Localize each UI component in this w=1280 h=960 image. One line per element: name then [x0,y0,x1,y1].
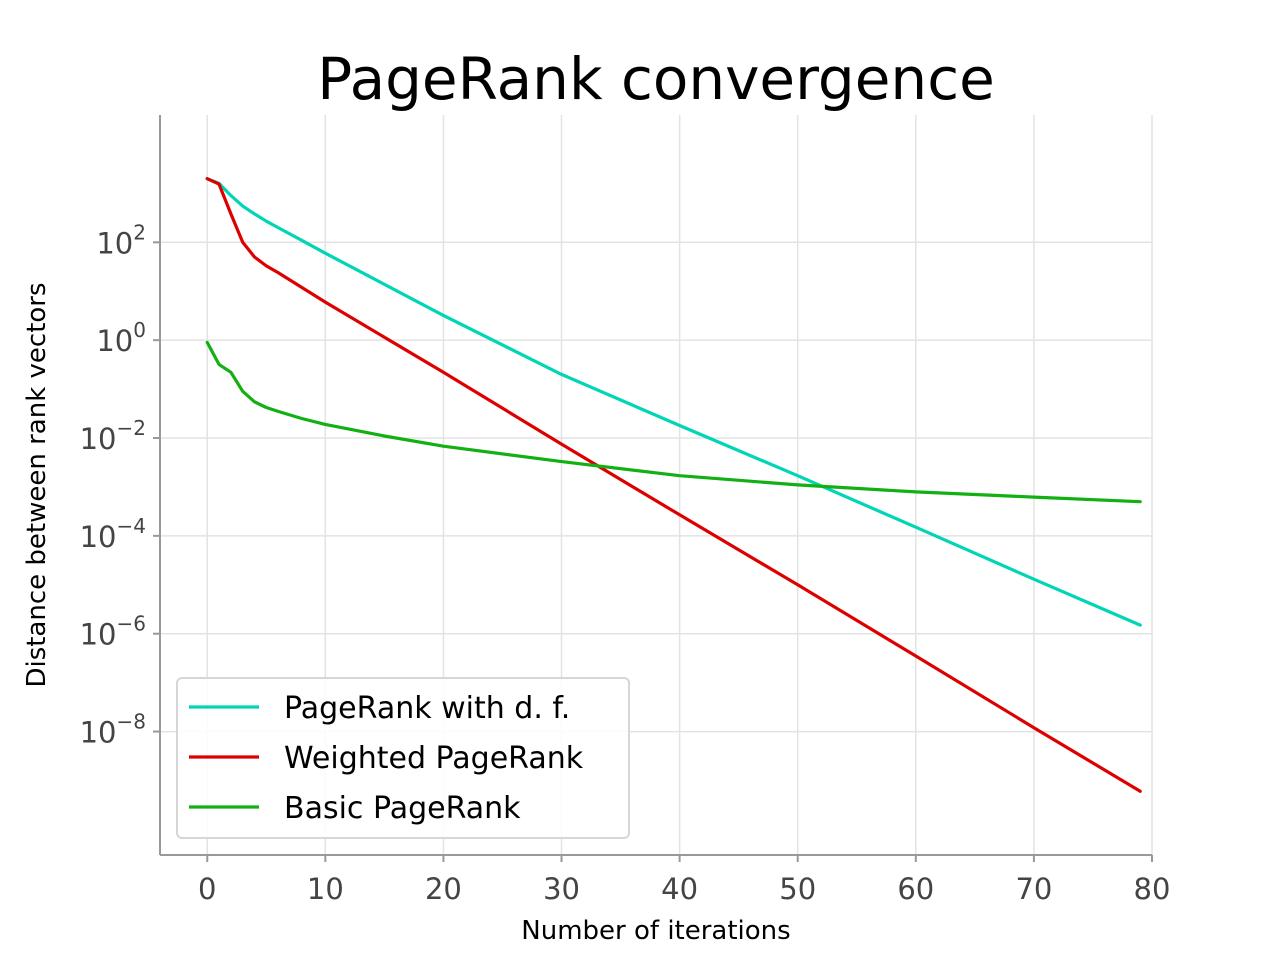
legend-label: PageRank with d. f. [284,691,570,726]
x-tick-label: 80 [1134,872,1171,906]
x-tick-label: 0 [198,872,216,906]
x-tick-label: 50 [779,872,816,906]
x-tick-label: 20 [425,872,462,906]
legend-box [176,677,630,839]
x-ticks: 0 10 20 30 40 50 60 70 80 [198,855,1170,906]
legend-label: Basic PageRank [284,791,521,826]
x-tick-label: 30 [543,872,580,906]
x-tick-label: 60 [897,872,934,906]
x-tick-label: 70 [1015,872,1052,906]
series-line-pagerank-with-d-f [205,177,1142,627]
chart-title: PageRank convergence [317,45,995,113]
legend-label: Weighted PageRank [284,741,584,776]
y-tick-label: 102 [96,220,146,260]
x-tick-label: 10 [307,872,344,906]
series-line-basic-pagerank [205,340,1142,504]
y-tick-label: 10−2 [80,416,146,456]
y-tick-label: 100 [96,318,146,358]
y-tick-label: 10−8 [80,710,146,750]
series-lines [205,177,1142,793]
y-tick-label: 10−6 [80,612,146,652]
x-axis-label: Number of iterations [521,916,790,946]
y-axis-label: Distance between rank vectors [22,282,52,687]
y-tick-label: 10−4 [80,514,146,554]
series-line-weighted-pagerank [205,177,1142,793]
legend: PageRank with d. f. Weighted PageRank Basi… [176,677,630,839]
y-ticks: 102 100 10−2 10−4 10−6 10−8 [80,220,160,750]
x-tick-label: 40 [661,872,698,906]
